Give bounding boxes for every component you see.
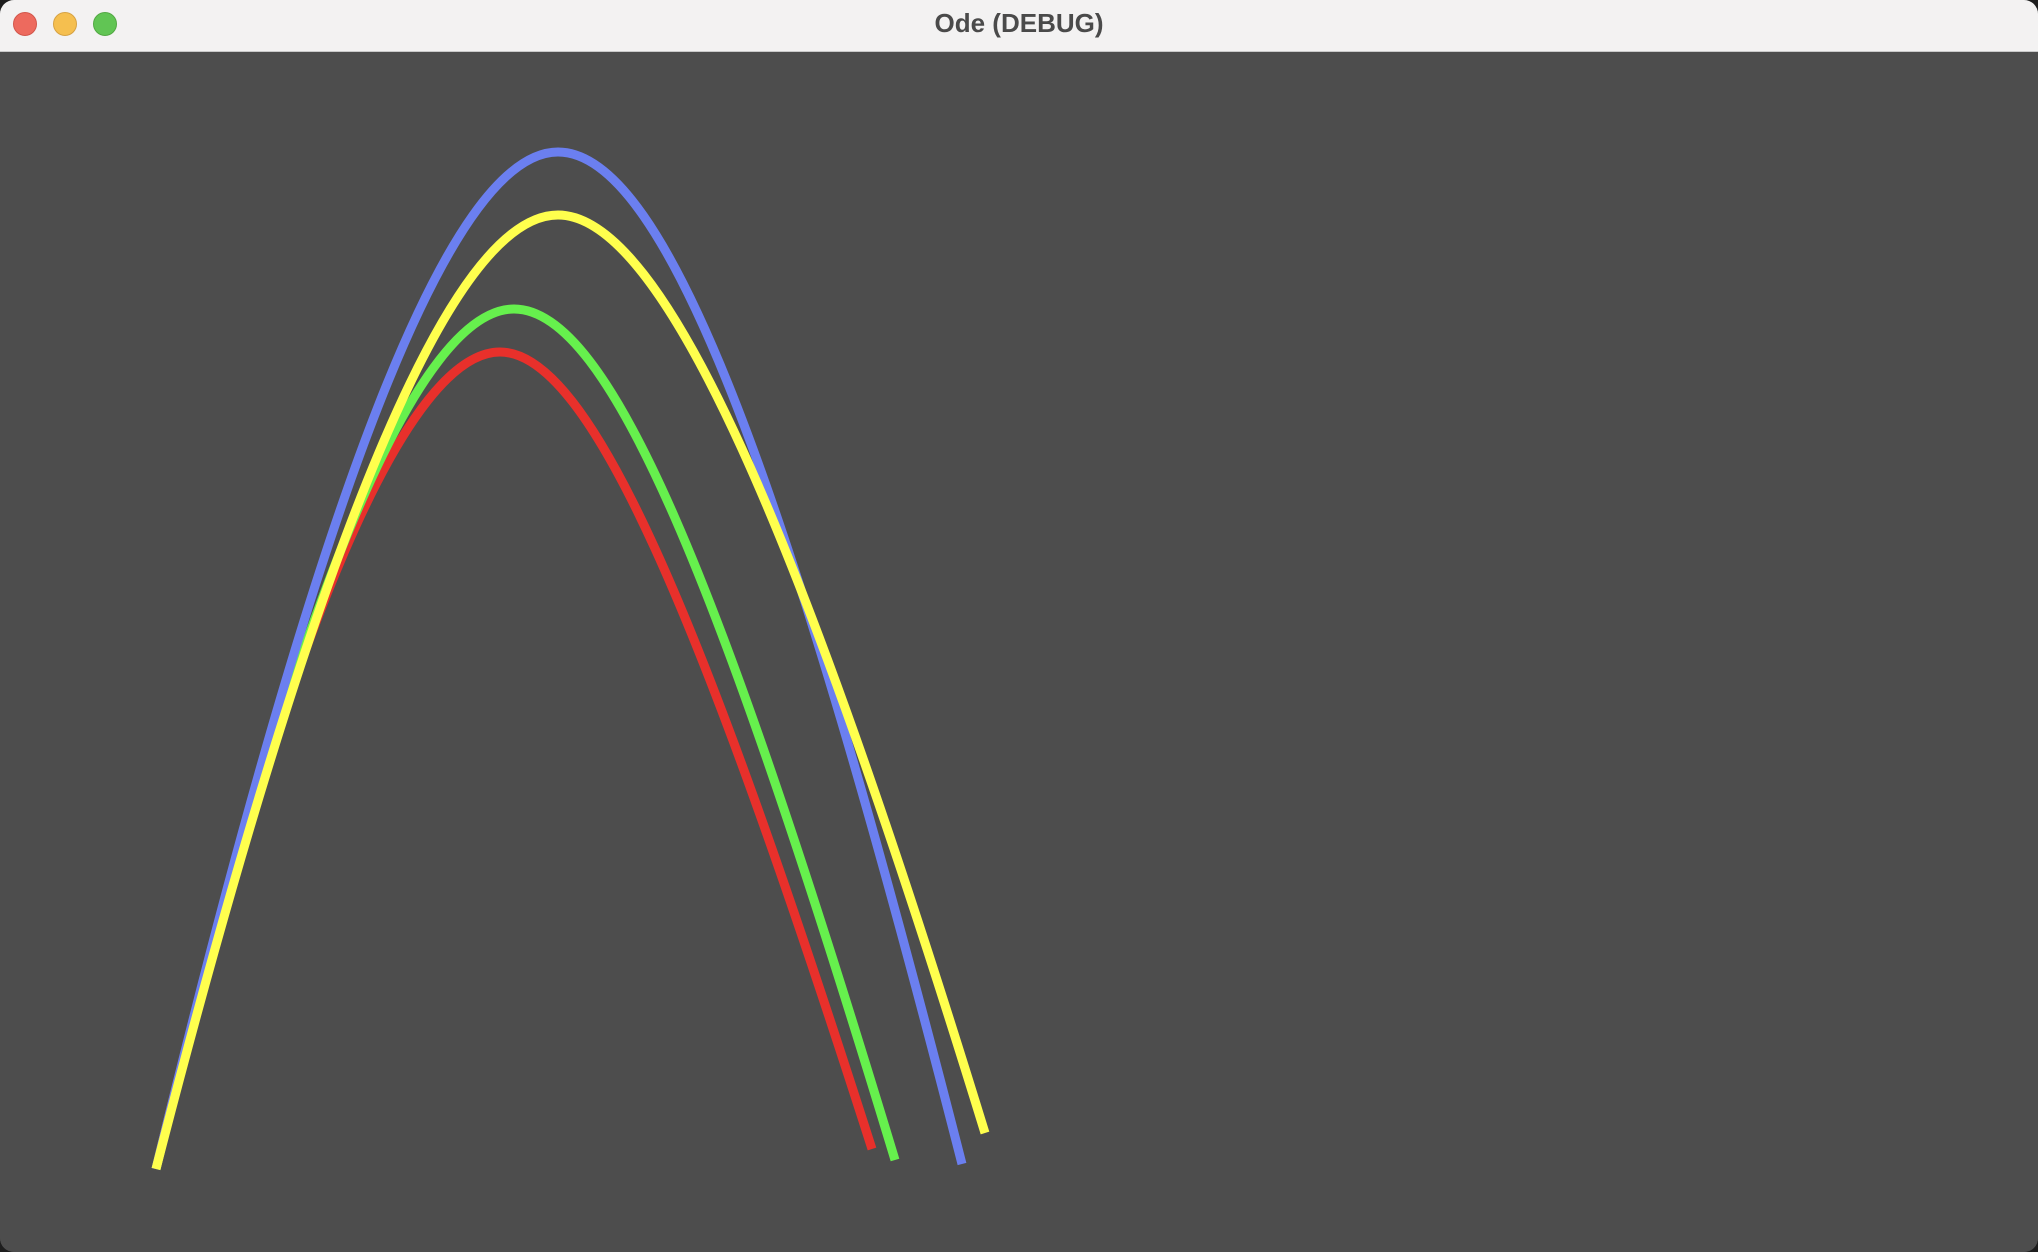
title-bar[interactable]: Ode (DEBUG) bbox=[0, 0, 2038, 52]
render-canvas[interactable] bbox=[0, 52, 2038, 1252]
close-button[interactable] bbox=[13, 12, 37, 36]
blue-trajectory bbox=[151, 147, 967, 1171]
window-title: Ode (DEBUG) bbox=[934, 8, 1104, 38]
minimize-button[interactable] bbox=[53, 12, 77, 36]
yellow-trajectory bbox=[151, 210, 990, 1171]
zoom-button[interactable] bbox=[93, 12, 117, 36]
trajectory-plot bbox=[151, 147, 990, 1171]
